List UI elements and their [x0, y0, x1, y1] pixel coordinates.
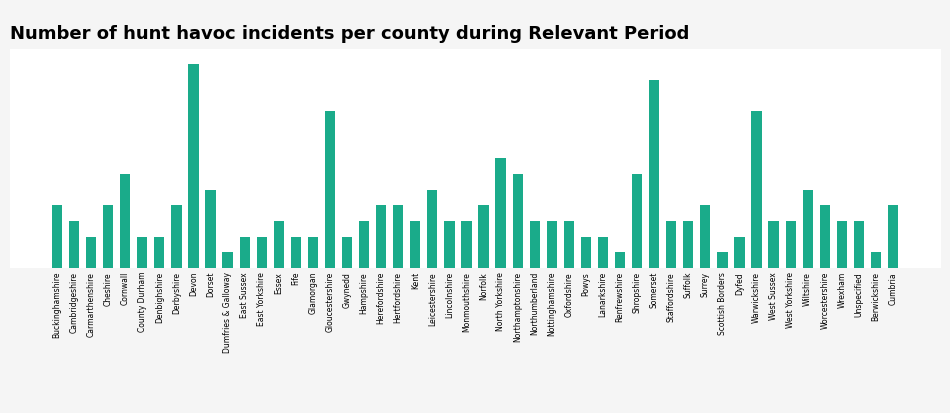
Text: Number of hunt havoc incidents per county during Relevant Period: Number of hunt havoc incidents per count… — [10, 24, 689, 43]
Bar — [734, 237, 745, 268]
Bar — [103, 206, 113, 268]
Bar — [717, 253, 728, 268]
Bar — [479, 206, 488, 268]
Bar — [871, 253, 881, 268]
Bar — [580, 237, 591, 268]
Bar — [513, 175, 522, 268]
Bar — [410, 221, 421, 268]
Bar — [529, 221, 540, 268]
Bar — [291, 237, 301, 268]
Bar — [428, 190, 437, 268]
Bar — [308, 237, 318, 268]
Bar — [649, 81, 659, 268]
Bar — [837, 221, 847, 268]
Bar — [171, 206, 181, 268]
Bar — [393, 206, 404, 268]
Bar — [342, 237, 352, 268]
Bar — [445, 221, 454, 268]
Bar — [683, 221, 694, 268]
Bar — [496, 159, 505, 268]
Bar — [154, 237, 164, 268]
Bar — [888, 206, 898, 268]
Bar — [205, 190, 216, 268]
Bar — [563, 221, 574, 268]
Bar — [700, 206, 711, 268]
Bar — [854, 221, 865, 268]
Bar — [462, 221, 471, 268]
Bar — [632, 175, 642, 268]
Bar — [137, 237, 147, 268]
Bar — [325, 112, 335, 268]
Bar — [751, 112, 762, 268]
Bar — [256, 237, 267, 268]
Bar — [222, 253, 233, 268]
Bar — [769, 221, 779, 268]
Bar — [274, 221, 284, 268]
Bar — [598, 237, 608, 268]
Bar — [615, 253, 625, 268]
Bar — [820, 206, 830, 268]
Bar — [188, 65, 199, 268]
Bar — [359, 221, 370, 268]
Bar — [120, 175, 130, 268]
Bar — [376, 206, 387, 268]
Bar — [69, 221, 79, 268]
Bar — [52, 206, 62, 268]
Bar — [239, 237, 250, 268]
Bar — [546, 221, 557, 268]
Bar — [86, 237, 96, 268]
Bar — [803, 190, 813, 268]
Bar — [786, 221, 796, 268]
Bar — [666, 221, 676, 268]
